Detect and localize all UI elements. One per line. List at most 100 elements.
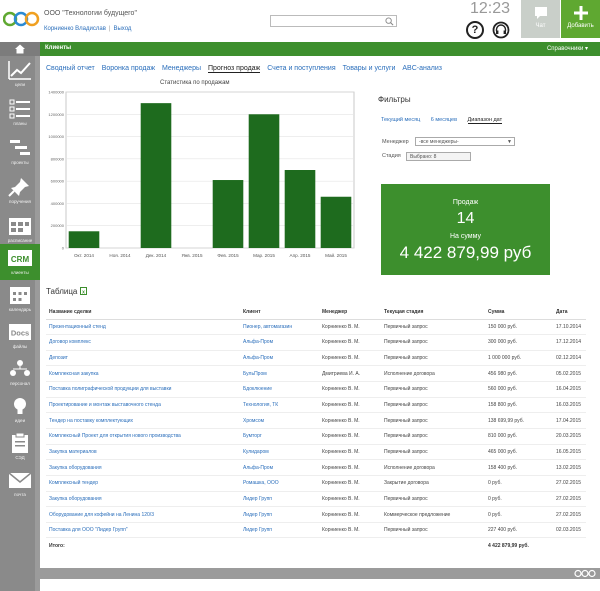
chart-bar[interactable] xyxy=(140,103,172,249)
deal-name-cell[interactable]: Закупка материалов xyxy=(46,444,240,461)
add-button[interactable]: Добавить xyxy=(561,0,600,38)
table-row[interactable]: Поставка для ООО "Лидер Групп" Лидер Груп… xyxy=(46,522,586,539)
table-row[interactable]: Депозит Альфа-Пром Корниенко В. М. Первичны… xyxy=(46,350,586,367)
table-row[interactable]: Поставка полиграфической продукции для в… xyxy=(46,381,586,398)
column-header[interactable]: Дата xyxy=(553,306,586,320)
column-header[interactable]: Менеджер xyxy=(319,306,381,320)
filter-tab-6months[interactable]: 6 месяцев xyxy=(430,117,458,123)
chart-bar[interactable] xyxy=(248,114,280,249)
client-cell[interactable]: Лидер Групп xyxy=(240,491,319,508)
deal-name-cell[interactable]: Поставка для ООО "Лидер Групп" xyxy=(46,522,240,539)
manager-select[interactable]: -все менеджеры- ▼ xyxy=(415,137,515,146)
deal-name-cell[interactable]: Комплексный Проект для открытия нового п… xyxy=(46,428,240,445)
client-cell[interactable]: Бдоклюение xyxy=(240,381,319,398)
deal-name-cell[interactable]: Оборудование для кофейни на Ленина 120/3 xyxy=(46,506,240,523)
filter-tab-month[interactable]: Текущий месяц xyxy=(381,117,421,123)
excel-export-icon[interactable]: x xyxy=(80,287,87,295)
deal-name-cell[interactable]: Поставка полиграфической продукции для в… xyxy=(46,381,240,398)
chart-bar[interactable] xyxy=(212,180,244,248)
sidebar-item-sed[interactable]: СЭД xyxy=(0,429,40,465)
sidebar-item-goals[interactable]: цели xyxy=(0,56,40,92)
sidebar-item-calendar[interactable]: календарь xyxy=(0,281,40,317)
amount-cell: 1 000 000 руб. xyxy=(485,350,553,367)
table-total-row: Итого: 4 422 879,99 руб. xyxy=(46,538,586,554)
client-cell[interactable]: Хромсом xyxy=(240,412,319,429)
client-cell[interactable]: Лидер Групп xyxy=(240,506,319,523)
chart-bar[interactable] xyxy=(284,170,316,248)
table-row[interactable]: Договор комплекс Альфа-Пром Корниенко В. М… xyxy=(46,334,586,351)
table-row[interactable]: Комплексный Проект для открытия нового п… xyxy=(46,428,586,445)
sidebar-item-plans[interactable]: планы xyxy=(0,95,40,131)
deal-name-cell[interactable]: Комплексная закупка xyxy=(46,365,240,383)
client-cell[interactable]: Технология, ТК xyxy=(240,397,319,414)
chat-button[interactable]: Чат xyxy=(521,0,560,38)
deal-name-cell[interactable]: Презентационный стенд xyxy=(46,319,240,336)
app-logo[interactable] xyxy=(3,8,40,30)
client-cell[interactable]: БульПром xyxy=(240,365,319,383)
deal-name-cell[interactable]: Проектирование и монтаж выставочного сте… xyxy=(46,397,240,414)
client-cell[interactable]: Альфа-Пром xyxy=(240,459,319,476)
sidebar-item-ideas[interactable]: идеи xyxy=(0,392,40,428)
sidebar-item-schedule[interactable]: расписание xyxy=(0,212,40,248)
sidebar-item-projects[interactable]: проекты xyxy=(0,134,40,170)
sidebar-item-staff[interactable]: персонал xyxy=(0,355,40,391)
chart-bar[interactable] xyxy=(320,196,352,248)
column-header[interactable]: Клиент xyxy=(240,306,319,320)
sidebar-item-clients[interactable]: CRM клиенты xyxy=(0,244,40,280)
logout-link[interactable]: Выход xyxy=(113,26,132,32)
search-input[interactable] xyxy=(270,15,397,27)
references-menu[interactable]: Справочники ▾ xyxy=(546,46,588,52)
table-row[interactable]: Проектирование и монтаж выставочного сте… xyxy=(46,397,586,414)
table-header-row: Название сделки Клиент Менеджер Текущая … xyxy=(46,306,586,320)
amount-cell: 810 000 руб. xyxy=(485,428,553,445)
filter-tab-range[interactable]: Диапазон дат xyxy=(467,117,503,124)
chart-title: Статистика по продажам xyxy=(160,80,230,86)
chart-bar[interactable] xyxy=(68,231,100,248)
client-cell[interactable]: Пионер, автомагазин xyxy=(240,319,319,336)
tab-products[interactable]: Товары и услуги xyxy=(342,65,396,72)
table-row[interactable]: Комплексная закупка БульПром Дмитриева И. … xyxy=(46,365,586,383)
client-cell[interactable]: Бумторг xyxy=(240,428,319,445)
table-row[interactable]: Презентационный стенд Пионер, автомагазин… xyxy=(46,319,586,336)
client-cell[interactable]: Альфа-Пром xyxy=(240,334,319,351)
table-row[interactable]: Закупка оборудования Лидер Групп Корниенко… xyxy=(46,491,586,508)
client-cell[interactable]: Лидер Групп xyxy=(240,522,319,539)
home-button[interactable] xyxy=(0,42,40,56)
client-cell[interactable]: Кулидаром xyxy=(240,444,319,461)
deal-name-cell[interactable]: Закупка оборудования xyxy=(46,491,240,508)
column-header[interactable]: Текущая стадия xyxy=(381,306,485,320)
tab-managers[interactable]: Менеджеры xyxy=(162,65,201,72)
company-name[interactable]: ООО "Технологии будущего" xyxy=(44,10,137,17)
help-button[interactable]: ? xyxy=(466,21,484,39)
column-header[interactable]: Название сделки xyxy=(46,306,240,320)
deal-name-cell[interactable]: Комплексный тендер xyxy=(46,475,240,492)
column-header[interactable]: Сумма xyxy=(485,306,553,320)
sidebar-item-files[interactable]: Docs файлы xyxy=(0,318,40,354)
tab-abc[interactable]: ABC-анализ xyxy=(402,65,442,72)
tab-forecast[interactable]: Прогноз продаж xyxy=(207,65,261,73)
sidebar-item-mail[interactable]: почта xyxy=(0,466,40,502)
table-row[interactable]: Закупка материалов Кулидаром Корниенко В. … xyxy=(46,444,586,461)
deal-name-cell[interactable]: Депозит xyxy=(46,350,240,367)
search-icon[interactable] xyxy=(385,17,394,26)
deal-name-cell[interactable]: Договор комплекс xyxy=(46,334,240,351)
manager-cell: Корниенко В. М. xyxy=(319,428,381,445)
user-name-link[interactable]: Корниенко Владислав xyxy=(44,26,106,32)
deal-name-cell[interactable]: Закупка оборудования xyxy=(46,459,240,476)
sidebar-scrollbar[interactable] xyxy=(35,56,40,591)
table-row[interactable]: Закупка оборудования Альфа-Пром Корниенко … xyxy=(46,459,586,476)
top-navbar: Клиенты Справочники ▾ xyxy=(0,42,600,56)
table-row[interactable]: Комплексный тендер Ромашка, ООО Корниенко … xyxy=(46,475,586,492)
headset-icon[interactable] xyxy=(492,21,510,39)
client-cell[interactable]: Ромашка, ООО xyxy=(240,475,319,492)
table-row[interactable]: Оборудование для кофейни на Ленина 120/3… xyxy=(46,506,586,523)
sidebar-item-tasks[interactable]: поручения xyxy=(0,173,40,209)
deal-name-cell[interactable]: Тендер на поставку комплектующих xyxy=(46,412,240,429)
stage-select[interactable]: Выбрано: 8 xyxy=(406,152,471,161)
tab-invoices[interactable]: Счета и поступления xyxy=(267,65,336,72)
tab-funnel[interactable]: Воронка продаж xyxy=(101,65,156,72)
table-row[interactable]: Тендер на поставку комплектующих Хромсом К… xyxy=(46,412,586,429)
client-cell[interactable]: Альфа-Пром xyxy=(240,350,319,367)
manager-cell: Корниенко В. М. xyxy=(319,459,381,476)
tab-summary[interactable]: Сводный отчет xyxy=(46,65,95,72)
